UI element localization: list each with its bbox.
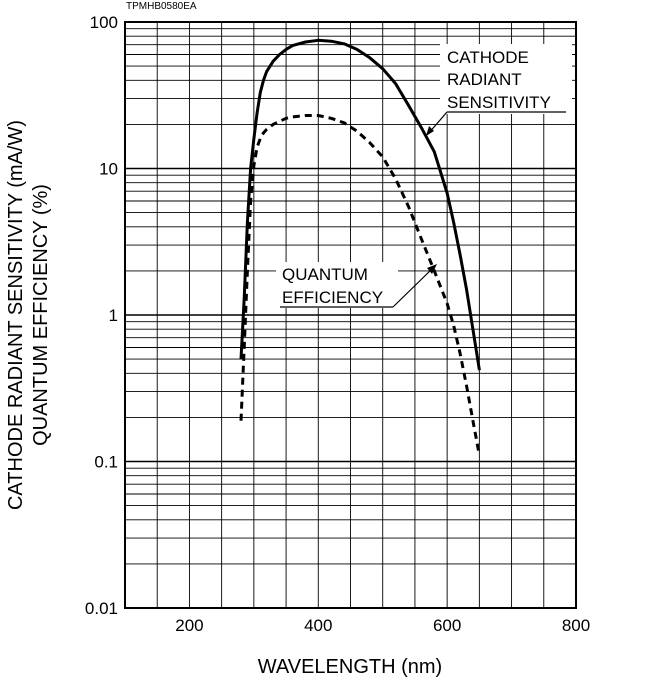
annotation-cathode-line2: RADIANT (447, 70, 522, 89)
y-tick-label: 10 (99, 160, 118, 179)
annotations: CATHODE RADIANT SENSITIVITY QUANTUM EFFI… (276, 44, 572, 308)
annotation-qe-arrowhead (427, 264, 437, 274)
y-tick-label: 0.1 (94, 453, 118, 472)
series-line-cathode-radiant-sensitivity (239, 38, 481, 371)
y-axis-title-line1: CATHODE RADIANT SENSITIVITY (mA/W) (5, 120, 27, 510)
annotation-cathode-arrowhead (426, 126, 434, 136)
y-tick-label: 1 (109, 306, 118, 325)
grid-lines (125, 22, 576, 608)
x-tick-label: 600 (433, 616, 461, 635)
x-axis-title: WAVELENGTH (nm) (258, 656, 442, 678)
y-tick-label: 100 (90, 13, 118, 32)
x-tick-label: 400 (304, 616, 332, 635)
x-tick-label: 800 (562, 616, 590, 635)
annotation-background-2 (276, 262, 398, 308)
y-axis-title-line2: QUANTUM EFFICIENCY (%) (30, 184, 52, 446)
tick-labels: 200 400 600 800 0.01 0.1 1 10 100 (85, 13, 590, 635)
annotation-cathode-line3: SENSITIVITY (447, 93, 551, 112)
x-tick-label: 200 (175, 616, 203, 635)
annotation-qe-leader (392, 267, 434, 308)
annotation-qe-line1: QUANTUM (282, 265, 368, 284)
annotation-background-1 (440, 44, 572, 114)
y-tick-label: 0.01 (85, 599, 118, 618)
figure-code-label: TPMHB0580EA (126, 1, 197, 12)
annotation-qe-line2: EFFICIENCY (282, 288, 383, 307)
series-layer (239, 38, 481, 456)
series-line-quantum-efficiency (239, 114, 481, 456)
plot-frame (124, 21, 577, 609)
annotation-cathode-line1: CATHODE (447, 48, 529, 67)
